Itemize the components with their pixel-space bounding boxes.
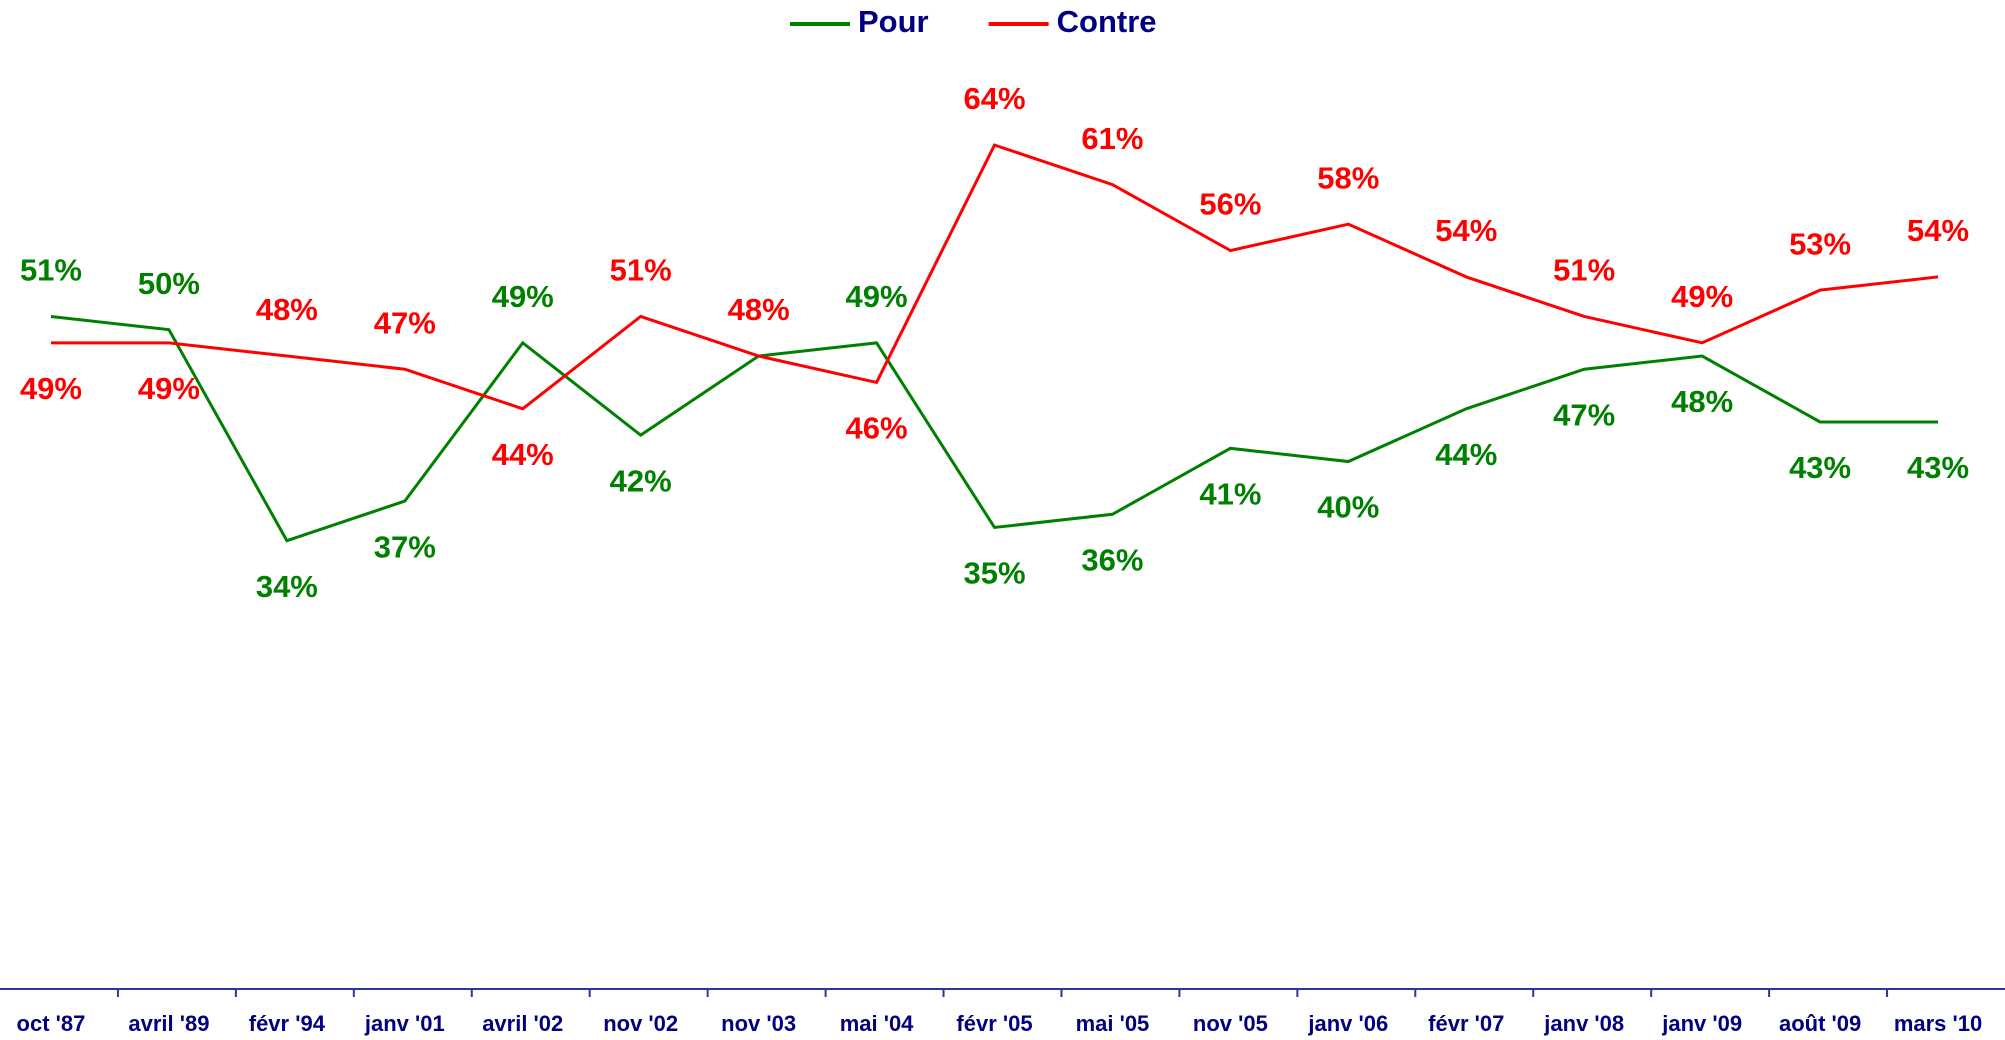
data-label: 51%: [1553, 253, 1615, 288]
x-tick-label: avril '02: [482, 1011, 563, 1036]
x-tick-label: févr '05: [956, 1011, 1032, 1036]
legend-label: Contre: [1057, 4, 1157, 39]
data-label: 50%: [138, 266, 200, 301]
data-label: 49%: [492, 279, 554, 314]
data-label: 49%: [138, 371, 200, 406]
data-label: 64%: [963, 81, 1025, 116]
series-line: [50, 143, 1939, 411]
data-label: 44%: [1435, 437, 1497, 472]
data-label: 58%: [1317, 160, 1379, 195]
x-tick-label: févr '94: [249, 1011, 326, 1036]
data-label: 47%: [374, 305, 436, 340]
x-tick-label: oct '87: [17, 1011, 86, 1036]
data-label: 54%: [1435, 213, 1497, 248]
x-tick-label: janv '09: [1661, 1011, 1742, 1036]
x-tick-label: mars '10: [1894, 1011, 1982, 1036]
data-label: 40%: [1317, 490, 1379, 525]
data-label: 48%: [256, 292, 318, 327]
x-tick-label: févr '07: [1428, 1011, 1504, 1036]
x-tick-label: janv '06: [1307, 1011, 1388, 1036]
x-tick-label: nov '05: [1193, 1011, 1268, 1036]
data-label: 49%: [846, 279, 908, 314]
legend-label: Pour: [858, 4, 929, 39]
data-label: 54%: [1907, 213, 1969, 248]
data-label: 53%: [1789, 226, 1851, 261]
x-tick-label: nov '02: [603, 1011, 678, 1036]
x-tick-label: mai '05: [1076, 1011, 1150, 1036]
data-label: 35%: [963, 556, 1025, 591]
data-label: 51%: [610, 253, 672, 288]
data-label: 37%: [374, 529, 436, 564]
data-label: 49%: [1671, 279, 1733, 314]
data-label: 48%: [728, 292, 790, 327]
data-label: 42%: [610, 463, 672, 498]
data-label: 41%: [1199, 477, 1261, 512]
data-label: 47%: [1553, 397, 1615, 432]
x-tick-label: janv '08: [1543, 1011, 1624, 1036]
data-label: 43%: [1789, 450, 1851, 485]
series-line: [50, 314, 1939, 543]
data-label: 46%: [846, 411, 908, 446]
data-label: 49%: [20, 371, 82, 406]
data-label: 48%: [1671, 384, 1733, 419]
data-label: 44%: [492, 437, 554, 472]
data-label: 43%: [1907, 450, 1969, 485]
data-label: 51%: [20, 253, 82, 288]
x-tick-label: août '09: [1779, 1011, 1861, 1036]
data-label: 56%: [1199, 187, 1261, 222]
data-label: 61%: [1081, 121, 1143, 156]
x-tick-label: mai '04: [840, 1011, 914, 1036]
x-tick-label: avril '89: [128, 1011, 209, 1036]
x-tick-label: nov '03: [721, 1011, 796, 1036]
x-tick-label: janv '01: [364, 1011, 445, 1036]
data-label: 34%: [256, 569, 318, 604]
data-label: 36%: [1081, 542, 1143, 577]
